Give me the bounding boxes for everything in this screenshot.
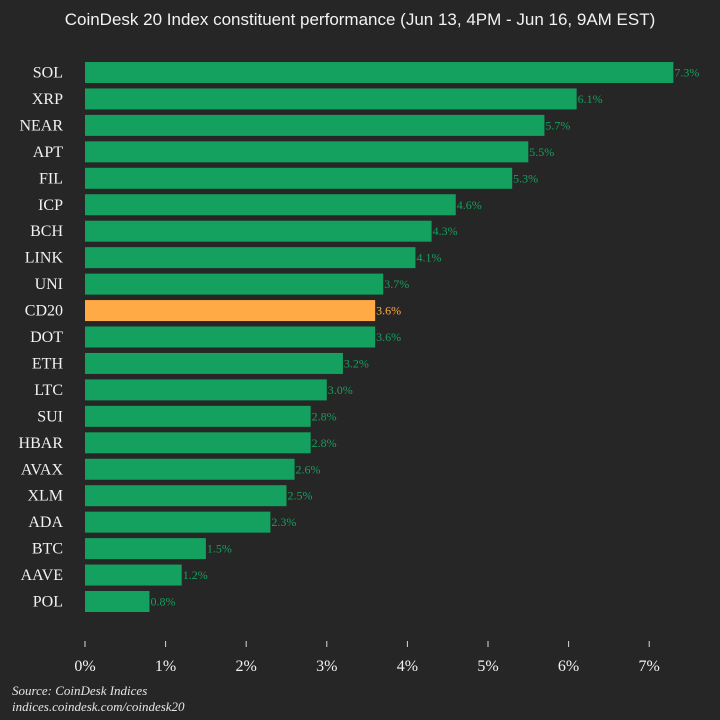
category-label: BCH [30,223,63,240]
bar [85,247,416,269]
bar [85,564,182,586]
value-label: 6.1% [578,92,603,106]
value-label: 0.8% [150,595,175,609]
bar [85,511,271,533]
bar [85,432,311,454]
category-label: UNI [35,276,63,293]
value-label: 2.8% [312,436,337,450]
bar [85,220,432,242]
value-label: 1.2% [183,568,208,582]
value-label: 3.0% [328,383,353,397]
bar [85,62,674,83]
chart-title: CoinDesk 20 Index constituent performanc… [64,10,656,29]
bar [85,538,206,560]
x-tick-label: 7% [639,658,660,675]
bar [85,458,295,480]
x-tick-label: 0% [74,658,95,675]
x-tick-label: 3% [316,658,337,675]
bar-highlight [85,300,376,322]
category-label: ADA [28,514,63,531]
value-label: 2.5% [288,489,313,503]
source-url[interactable]: indices.coindesk.com/coindesk20 [12,699,185,714]
bar [85,167,513,189]
value-label: 7.3% [674,66,699,80]
category-label: AVAX [21,461,64,478]
category-label: SUI [37,408,63,425]
bar [85,88,577,110]
bar [85,326,376,348]
bar [85,273,384,295]
bar [85,352,343,374]
value-label: 3.6% [376,304,401,318]
category-label: ETH [32,355,64,372]
bar [85,405,311,427]
category-label: SOL [33,65,63,82]
category-label: CD20 [25,303,63,320]
category-label: HBAR [19,435,64,452]
value-label: 4.1% [416,251,441,265]
category-label: LINK [25,250,64,267]
value-label: 5.7% [545,118,570,132]
value-label: 2.8% [312,409,337,423]
value-label: 3.7% [384,277,409,291]
category-label: LTC [34,382,63,399]
bar [85,114,545,136]
category-label: ICP [38,197,63,214]
category-label: AAVE [21,567,63,584]
bar [85,379,327,401]
value-label: 5.3% [513,171,538,185]
category-label: XRP [32,91,63,108]
x-tick-label: 6% [558,658,579,675]
category-label: NEAR [19,117,63,134]
bar [85,485,287,507]
value-label: 2.3% [271,515,296,529]
x-tick-label: 2% [236,658,257,675]
x-tick-label: 4% [397,658,418,675]
value-label: 1.5% [207,542,232,556]
value-label: 5.5% [529,145,554,159]
source-note: Source: CoinDesk Indices indices.coindes… [12,683,185,715]
category-label: FIL [39,170,63,187]
value-label: 3.6% [376,330,401,344]
category-label: APT [33,144,63,161]
category-label: DOT [30,329,63,346]
bar [85,141,529,163]
category-label: XLM [27,488,63,505]
x-tick-label: 1% [155,658,176,675]
source-line: Source: CoinDesk Indices [12,683,148,698]
value-label: 2.6% [296,462,321,476]
x-tick-label: 5% [477,658,498,675]
value-label: 4.3% [433,224,458,238]
bar [85,194,456,216]
value-label: 3.2% [344,356,369,370]
value-label: 4.6% [457,198,482,212]
category-label: POL [33,594,63,611]
category-label: BTC [32,541,63,558]
bar [85,591,150,612]
